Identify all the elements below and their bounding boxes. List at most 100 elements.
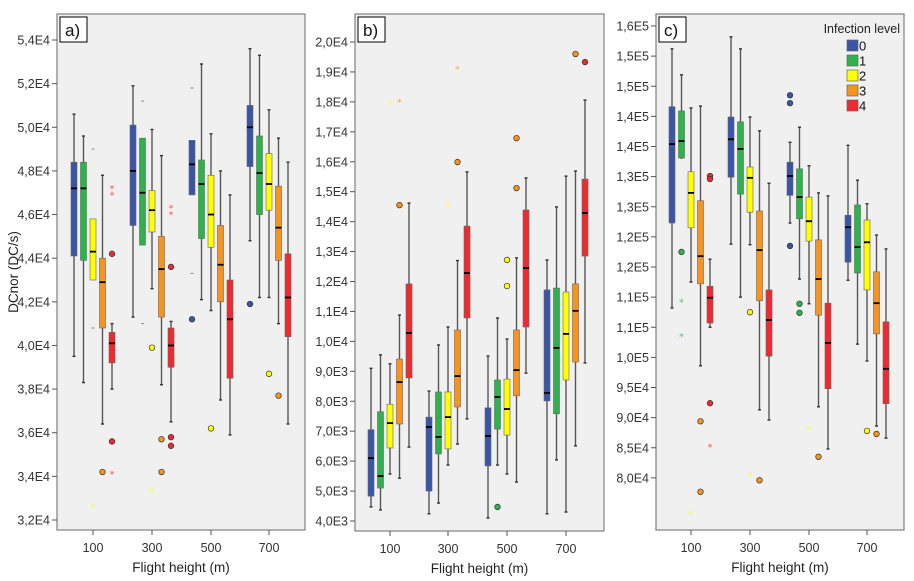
box-level-3-100 <box>697 105 704 495</box>
box-level-3-300 <box>756 130 763 484</box>
extreme-point: * <box>388 99 393 110</box>
box-level-1-100 <box>377 354 384 511</box>
y-tick-label: 1,8E4 <box>315 95 348 109</box>
outlier-point <box>167 442 175 449</box>
box <box>246 105 254 167</box>
box <box>786 161 794 196</box>
box-level-1-700 <box>553 206 560 461</box>
panel-c: c) 1,6E5 1,5E5 1,5E5 1,4E5 1,4E5 1,3E5 1,3E5 1,2… <box>616 13 905 575</box>
plot-area <box>56 13 306 531</box>
extreme-point: * <box>169 210 174 221</box>
x-tick-label: 700 <box>857 541 878 555</box>
outlier-point <box>513 184 520 192</box>
x-tick-label: 700 <box>556 542 577 556</box>
box <box>844 214 852 263</box>
y-axis-title: DCnor (DC/s) <box>6 231 21 313</box>
box-level-4-500 <box>226 194 234 436</box>
outlier-point <box>454 158 461 166</box>
box-level-4-500 <box>522 177 530 374</box>
box <box>396 358 403 425</box>
box-level-0-500 <box>188 87 196 323</box>
box-level-4-700 <box>882 248 890 439</box>
x-tick-label: 300 <box>740 541 761 555</box>
box <box>581 178 589 257</box>
box <box>70 161 78 257</box>
y-tick-label: 9,0E4 <box>616 411 649 425</box>
box <box>80 161 87 261</box>
outlier-point <box>581 58 589 66</box>
y-tick-label: 4,8E4 <box>17 164 50 178</box>
box <box>444 391 452 450</box>
y-tick-label: 1,9E4 <box>315 65 348 79</box>
box <box>854 204 861 274</box>
box-level-3-100 <box>99 174 106 476</box>
box-level-0-100 <box>367 367 375 508</box>
y-tick-label: 1,2E5 <box>616 261 649 275</box>
outlier-point <box>815 453 822 460</box>
legend-swatch <box>846 84 859 97</box>
box <box>377 411 384 489</box>
extreme-point: * <box>455 64 460 75</box>
y-tick-label: 1,6E5 <box>616 20 649 34</box>
box-level-4-500 <box>824 195 832 450</box>
outlier-point <box>188 316 196 323</box>
x-tick-label: 300 <box>142 541 163 555</box>
y-tick-label: 1,1E5 <box>616 321 649 335</box>
outlier-point <box>503 282 511 290</box>
box-level-2-100: * <box>89 148 97 513</box>
y-tick-label: 4,6E4 <box>17 208 50 222</box>
box-level-1-100: ** <box>678 74 685 343</box>
panel-label: c) <box>658 16 687 43</box>
y-tick-label: 5,0E3 <box>315 485 348 499</box>
outlier-point <box>265 370 273 377</box>
box-level-2-700 <box>265 109 273 377</box>
box <box>108 332 116 364</box>
outlier-point <box>786 92 794 99</box>
y-tick-label: 1,4E5 <box>616 140 649 154</box>
box-level-4-100 <box>405 202 413 448</box>
y-tick-label: 1,3E5 <box>616 200 649 214</box>
legend-label: 2 <box>859 69 866 84</box>
y-tick-label: 5,4E4 <box>17 34 50 48</box>
box-level-2-300: * <box>148 128 156 498</box>
x-tick-label: 500 <box>799 541 820 555</box>
box-level-4-100: *** <box>108 184 116 481</box>
y-tick-label: 2,0E4 <box>315 36 348 50</box>
box-level-1-300 <box>435 344 442 504</box>
panel-b: b) 2,0E4 1,9E4 1,8E4 1,7E4 1,6E4 1,5E4 1,4E4 1,3… <box>315 13 605 576</box>
box <box>824 302 832 390</box>
y-tick-label: 9,5E4 <box>616 381 649 395</box>
y-tick-label: 4,2E4 <box>17 295 50 309</box>
y-tick-label: 1,5E5 <box>616 50 649 64</box>
box-level-1-100 <box>80 135 87 384</box>
box <box>425 416 433 492</box>
box-level-2-700 <box>863 203 871 435</box>
y-tick-label: 1,1E5 <box>616 291 649 305</box>
y-tick-label: 1,7E4 <box>315 125 348 139</box>
y-tick-label: 4,0E4 <box>17 339 50 353</box>
box-level-3-700 <box>572 50 579 447</box>
box-level-2-700 <box>562 175 570 513</box>
outlier-point <box>513 134 520 142</box>
outlier-point <box>786 242 794 250</box>
y-tick-label: 3,2E4 <box>17 514 50 528</box>
box-level-0-100 <box>70 113 78 358</box>
x-axis-title: Flight height (m) <box>132 560 230 575</box>
extreme-point: * <box>679 297 684 308</box>
box <box>562 291 570 381</box>
y-tick-label: 1,4E5 <box>616 110 649 124</box>
box <box>678 110 685 159</box>
y-tick-label: 6,0E3 <box>315 455 348 469</box>
box <box>746 166 754 213</box>
outlier-point <box>246 300 254 308</box>
outlier-point <box>796 300 803 307</box>
box-level-0-300 <box>129 85 137 318</box>
box-level-3-300 <box>158 154 165 476</box>
box-level-0-300 <box>727 36 735 245</box>
legend-swatch <box>846 54 859 67</box>
box-level-4-700 <box>581 58 589 364</box>
box <box>503 378 511 436</box>
box-level-2-300: * <box>444 201 452 466</box>
box <box>796 168 803 220</box>
x-tick-label: 500 <box>497 542 518 556</box>
